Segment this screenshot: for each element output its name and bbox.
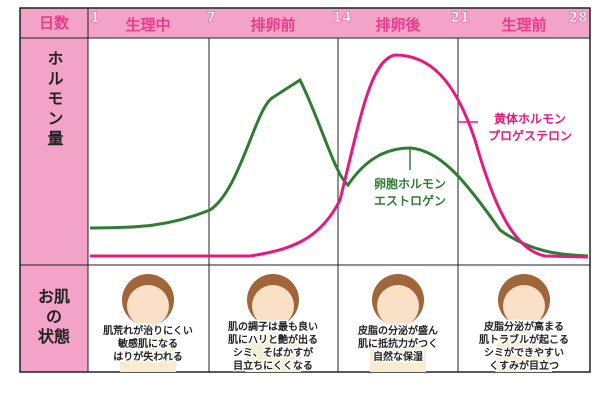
- frame: [19, 7, 591, 373]
- face: [377, 285, 419, 327]
- skin-label: 状態: [38, 327, 70, 346]
- phase-label: 排卵前: [250, 16, 295, 34]
- phase-label: 生理前: [501, 16, 546, 34]
- skin-state: 肌の調子は最も良い: [228, 320, 318, 333]
- estrogen-curve: [89, 77, 589, 258]
- body: [120, 331, 176, 372]
- day-number: 1: [90, 10, 100, 26]
- day-number: 14: [332, 10, 352, 26]
- body: [245, 331, 301, 372]
- side-column: [20, 38, 88, 372]
- grid: [20, 8, 590, 372]
- estrogen-label: エストロゲン: [374, 193, 446, 208]
- progesterone-label: 黄体ホルモン: [494, 111, 566, 126]
- skin-state: 皮脂の分泌が盛ん: [357, 324, 438, 337]
- body: [370, 331, 426, 372]
- skin-state: 肌にハリと艶が出る: [228, 333, 318, 346]
- skin-state: シミ、そばかすが: [233, 346, 314, 359]
- day-number: 28: [568, 10, 587, 26]
- progesterone-curve: [90, 53, 589, 259]
- header-row: [20, 8, 590, 38]
- skin-label: の: [46, 307, 62, 326]
- header-label: 日数: [39, 14, 70, 32]
- hormone-label: ホルモン量: [45, 50, 64, 150]
- skin-state: 皮脂分泌が高まる: [483, 320, 564, 333]
- skin-state: はりが失われる: [113, 350, 183, 363]
- face: [127, 285, 169, 327]
- progesterone-label: プロゲステロン: [488, 128, 572, 143]
- day-number: 7: [206, 10, 216, 26]
- estrogen-label: 卵胞ホルモン: [374, 176, 446, 191]
- face: [503, 285, 545, 327]
- face: [252, 285, 294, 327]
- phase-label: 排卵後: [375, 16, 421, 34]
- phase-label: 生理中: [125, 16, 170, 34]
- skin-state: 肌トラブルが起こる: [479, 333, 569, 346]
- skin-label: お肌: [38, 287, 70, 306]
- skin-state: シミができやすい: [484, 346, 564, 359]
- faces: [120, 274, 552, 372]
- skin-state: くすみが目立つ: [489, 359, 559, 372]
- skin-state: 敏感肌になる: [117, 337, 178, 350]
- day-number: 21: [450, 10, 469, 26]
- skin-state: 自然な保湿: [373, 350, 423, 363]
- skin-state: 目立ちにくくなる: [233, 359, 313, 372]
- body: [496, 331, 552, 372]
- skin-state: 肌荒れが治りにくい: [103, 324, 193, 337]
- skin-state: 肌に抵抗力がつく: [358, 337, 438, 350]
